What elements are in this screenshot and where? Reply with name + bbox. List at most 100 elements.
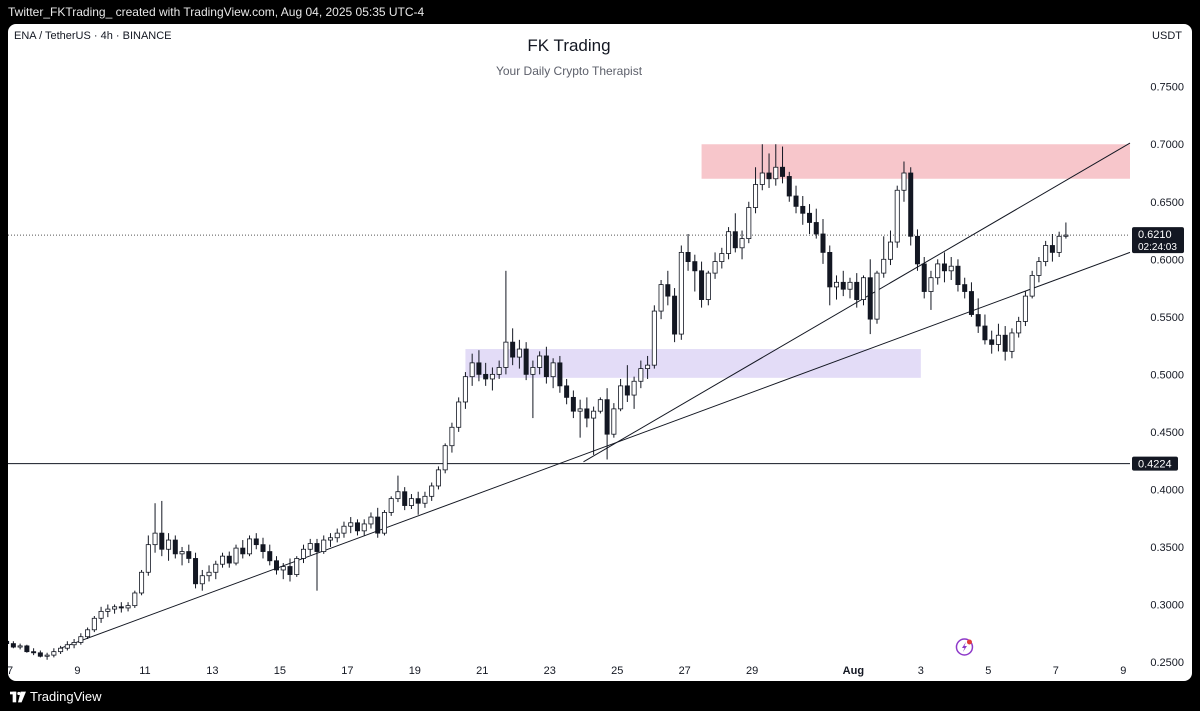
candle bbox=[226, 551, 232, 568]
candle bbox=[968, 282, 974, 317]
level-label-box bbox=[1132, 456, 1178, 471]
y-tick-label: 0.7000 bbox=[1150, 139, 1184, 151]
candle bbox=[402, 487, 408, 511]
candle-body bbox=[368, 516, 374, 525]
candle-body bbox=[1029, 275, 1035, 297]
candle bbox=[975, 298, 981, 333]
tradingview-logo[interactable]: TradingView bbox=[10, 689, 102, 704]
candle bbox=[685, 233, 691, 271]
symbol-info[interactable]: ENA / TetherUS · 4h · BINANCE bbox=[14, 30, 172, 42]
candle bbox=[597, 397, 603, 414]
candle bbox=[496, 360, 502, 379]
candle-body bbox=[584, 408, 590, 419]
candle-body bbox=[132, 592, 138, 607]
chart-subtitle: Your Daily Crypto Therapist bbox=[495, 64, 643, 78]
candle-body bbox=[820, 233, 826, 253]
candle bbox=[827, 245, 833, 306]
x-tick-label: 21 bbox=[476, 665, 488, 677]
candle-body bbox=[948, 265, 954, 272]
candle bbox=[604, 388, 610, 460]
candle-body bbox=[732, 231, 738, 249]
candle-body bbox=[348, 522, 354, 527]
y-tick-label: 0.3000 bbox=[1150, 599, 1184, 611]
candle-body bbox=[8, 640, 10, 645]
candle-body bbox=[874, 272, 880, 320]
candle-body bbox=[381, 512, 387, 534]
candle bbox=[321, 535, 327, 554]
candle-body bbox=[1056, 235, 1062, 253]
candle-body bbox=[78, 636, 84, 643]
candle-body bbox=[638, 368, 644, 382]
candle bbox=[860, 275, 866, 306]
candle-body bbox=[692, 261, 698, 272]
candle bbox=[928, 270, 934, 310]
candle-body bbox=[908, 172, 914, 237]
candle bbox=[483, 362, 489, 386]
x-tick-label: 3 bbox=[918, 665, 924, 677]
candle bbox=[800, 196, 806, 225]
candle bbox=[166, 533, 172, 561]
y-tick-label: 0.4000 bbox=[1150, 484, 1184, 496]
candle-body bbox=[604, 399, 610, 435]
x-tick-label: 29 bbox=[746, 665, 758, 677]
y-tick-label: 0.2500 bbox=[1150, 657, 1184, 669]
candle-body bbox=[10, 643, 16, 648]
candle-body bbox=[510, 341, 516, 358]
candle bbox=[1022, 291, 1028, 327]
candle-body bbox=[678, 251, 684, 335]
candle bbox=[260, 537, 266, 559]
candle-body bbox=[962, 284, 968, 292]
chart-area[interactable]: 0.7500 0.7000 0.6500 0.6000 0.5500 0.5000 0.45… bbox=[8, 24, 1192, 681]
candle bbox=[840, 270, 846, 297]
candle bbox=[989, 330, 995, 354]
candle bbox=[368, 512, 374, 529]
candle bbox=[489, 367, 495, 391]
candle-body bbox=[240, 547, 246, 555]
candle bbox=[881, 236, 887, 278]
candle bbox=[172, 535, 178, 559]
candle bbox=[678, 245, 684, 340]
candle bbox=[58, 645, 64, 654]
candle bbox=[1043, 240, 1049, 267]
currency-label[interactable]: USDT bbox=[1152, 30, 1182, 42]
candle-body bbox=[543, 355, 549, 378]
candle-body bbox=[800, 205, 806, 214]
candle-body bbox=[17, 645, 23, 648]
candle-body bbox=[287, 566, 293, 575]
candle-body bbox=[989, 339, 995, 345]
candle-body bbox=[672, 295, 678, 335]
candle-body bbox=[887, 241, 893, 260]
candle bbox=[793, 185, 799, 214]
candle bbox=[753, 167, 759, 214]
candle bbox=[395, 475, 401, 503]
candle-body bbox=[469, 362, 475, 378]
candle bbox=[1036, 256, 1042, 283]
candle-body bbox=[780, 166, 786, 177]
candle bbox=[51, 648, 57, 658]
candle bbox=[327, 533, 333, 547]
candle-body bbox=[442, 445, 448, 471]
y-tick-label: 0.5500 bbox=[1150, 312, 1184, 324]
price-chart[interactable]: 0.7500 0.7000 0.6500 0.6000 0.5500 0.5000 0.45… bbox=[8, 24, 1192, 681]
candle bbox=[91, 615, 97, 633]
candle-body bbox=[139, 571, 145, 594]
candle-body bbox=[955, 265, 961, 286]
candle-body bbox=[226, 555, 232, 564]
candle-body bbox=[145, 544, 151, 573]
candle bbox=[193, 552, 199, 589]
candle bbox=[294, 556, 300, 577]
candle-body bbox=[854, 281, 860, 300]
candle-body bbox=[58, 647, 64, 653]
candle bbox=[280, 563, 286, 580]
candle bbox=[658, 280, 664, 320]
candle-body bbox=[321, 539, 327, 552]
candle-body bbox=[449, 426, 455, 447]
candle bbox=[361, 519, 367, 536]
candle bbox=[570, 390, 576, 419]
candle bbox=[307, 538, 313, 556]
candle bbox=[78, 633, 84, 645]
candle bbox=[726, 227, 732, 260]
candle-body bbox=[914, 235, 920, 265]
candle-body bbox=[766, 172, 772, 180]
footer-bar: TradingView bbox=[0, 681, 1200, 711]
